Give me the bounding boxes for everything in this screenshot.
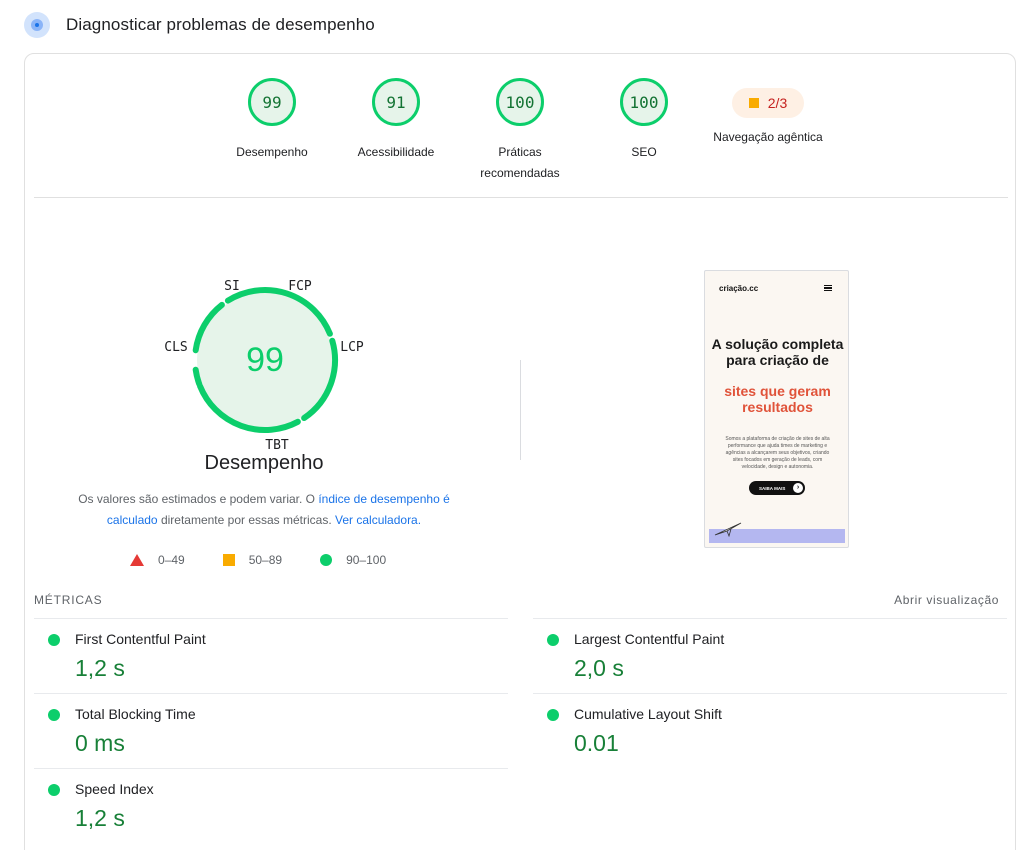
metrics-heading: MÉTRICAS [34, 593, 103, 607]
pass-circle-icon [547, 709, 559, 721]
gauge-score: 100 [620, 78, 668, 126]
pass-circle-icon [547, 634, 559, 646]
pass-circle-icon [48, 634, 60, 646]
legend-pass-range: 90–100 [346, 553, 387, 567]
segment-label-si: SI [224, 279, 240, 294]
gauge-agentic-navigation[interactable]: 2/3 Navegação agêntica [706, 78, 830, 148]
gauge-seo[interactable]: 100 SEO [582, 78, 706, 163]
square-icon [222, 554, 235, 566]
legend-fail: 0–49 [130, 553, 185, 567]
gauge-segment-cls [197, 383, 301, 433]
site-footer-band [709, 529, 845, 543]
gauge-label: SEO [631, 145, 657, 159]
site-headline: A solução completa para criação de [711, 336, 844, 368]
section-header: Diagnosticar problemas de desempenho [24, 10, 375, 40]
gauge-score: 100 [496, 78, 544, 126]
agentic-value: 2/3 [767, 95, 788, 111]
site-cta-button: SAIBA MAIS [749, 481, 805, 495]
gauge-performance[interactable]: 99 Desempenho [210, 78, 334, 163]
vertical-separator [520, 360, 521, 460]
note-text: diretamente por essas métricas. [157, 513, 336, 527]
metric-value: 2,0 s [574, 655, 624, 681]
metric-value: 1,2 s [75, 805, 125, 831]
metric-name: Largest Contentful Paint [574, 631, 725, 647]
metric-lcp: Largest Contentful Paint 2,0 s [533, 618, 1007, 693]
metric-si: Speed Index 1,2 s [34, 768, 508, 843]
pass-circle-icon [48, 709, 60, 721]
page-screenshot[interactable]: criação.cc A solução completa para criaç… [704, 270, 849, 548]
report-card [24, 53, 1016, 850]
score-legend: 0–49 50–89 90–100 [130, 551, 386, 569]
gauge-fill [197, 292, 333, 428]
legend-average: 50–89 [222, 553, 283, 567]
segment-label-lcp: LCP [340, 340, 364, 355]
segment-label-cls: CLS [164, 340, 187, 355]
gauge-accessibility[interactable]: 91 Acessibilidade [334, 78, 458, 163]
hamburger-menu-icon [824, 285, 832, 291]
divider [34, 197, 1008, 198]
gauge-segments [192, 287, 338, 433]
open-view-toggle[interactable]: Abrir visualização [894, 593, 999, 607]
metric-name: Speed Index [75, 781, 154, 797]
category-gauges: 99 Desempenho 91 Acessibilidade 100 Prát… [210, 78, 830, 188]
gauge-segment-si [192, 366, 203, 387]
score-calculation-link[interactable]: índice de desempenho é calculado [106, 492, 450, 527]
legend-pass: 90–100 [320, 553, 386, 567]
performance-score: 99 [246, 341, 284, 379]
gauge-score: 99 [248, 78, 296, 126]
average-square-icon [748, 98, 759, 108]
gauge-label: Acessibilidade [357, 145, 435, 159]
gauge-segment-lcp [224, 287, 333, 337]
score-note: Os valores são estimados e podem variar.… [58, 489, 470, 531]
metric-name: Cumulative Layout Shift [574, 706, 722, 722]
gauge-label: Desempenho [236, 145, 308, 159]
site-body-text: Somos a plataforma de criação de sites d… [725, 436, 830, 470]
agentic-badge: 2/3 [732, 88, 804, 118]
metric-name: Total Blocking Time [75, 706, 196, 722]
paper-plane-icon [714, 522, 742, 537]
metric-value: 0 ms [75, 730, 125, 756]
gauge-best-practices[interactable]: 100 Práticas recomendadas [458, 78, 582, 184]
segment-label-fcp: FCP [288, 279, 312, 294]
performance-gauge[interactable]: 99 SI FCP LCP TBT CLS [160, 270, 370, 480]
gauge-segment-fcp [192, 301, 225, 354]
gauge-score: 91 [372, 78, 420, 126]
note-text: Os valores são estimados e podem variar.… [78, 492, 319, 506]
metric-value: 0.01 [574, 730, 619, 756]
metric-cls: Cumulative Layout Shift 0.01 [533, 693, 1007, 768]
metric-tbt: Total Blocking Time 0 ms [34, 693, 508, 768]
section-title: Diagnosticar problemas de desempenho [66, 15, 375, 34]
legend-fail-range: 0–49 [158, 553, 185, 567]
pass-circle-icon [48, 784, 60, 796]
gauge-label: Navegação agêntica [713, 130, 823, 144]
segment-label-tbt: TBT [265, 438, 289, 453]
site-logo: criação.cc [719, 284, 759, 293]
gauge-segment-tbt [301, 337, 338, 422]
triangle-icon [130, 554, 144, 566]
calculator-link[interactable]: Ver calculadora. [335, 513, 422, 527]
metric-fcp: First Contentful Paint 1,2 s [34, 618, 508, 693]
circle-icon [320, 554, 333, 566]
metric-value: 1,2 s [75, 655, 125, 681]
legend-average-range: 50–89 [248, 553, 283, 567]
gauge-label: Práticas recomendadas [480, 145, 560, 180]
performance-label: Desempenho [204, 452, 324, 474]
metric-name: First Contentful Paint [75, 631, 206, 647]
lighthouse-icon [24, 12, 50, 38]
site-headline-accent: sites que geram resultados [724, 383, 831, 415]
